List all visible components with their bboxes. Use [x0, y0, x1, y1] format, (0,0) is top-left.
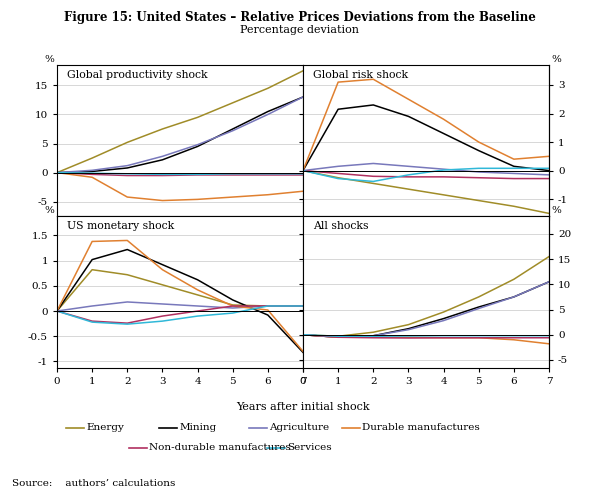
- Text: %: %: [551, 55, 562, 64]
- Text: Figure 15: United States – Relative Prices Deviations from the Baseline: Figure 15: United States – Relative Pric…: [64, 11, 536, 24]
- Text: Energy: Energy: [86, 423, 124, 432]
- Text: %: %: [44, 206, 55, 216]
- Text: Mining: Mining: [179, 423, 217, 432]
- Text: Percentage deviation: Percentage deviation: [241, 25, 359, 35]
- Text: Years after initial shock: Years after initial shock: [236, 402, 370, 412]
- Text: All shocks: All shocks: [313, 221, 368, 231]
- Text: US monetary shock: US monetary shock: [67, 221, 174, 231]
- Text: Source:    authors’ calculations: Source: authors’ calculations: [12, 478, 175, 488]
- Text: Durable manufactures: Durable manufactures: [362, 423, 480, 432]
- Text: Services: Services: [287, 443, 332, 452]
- Text: Global productivity shock: Global productivity shock: [67, 70, 208, 80]
- Text: Global risk shock: Global risk shock: [313, 70, 408, 80]
- Text: Agriculture: Agriculture: [269, 423, 329, 432]
- Text: %: %: [551, 206, 562, 216]
- Text: %: %: [44, 55, 55, 64]
- Text: Non-durable manufactures: Non-durable manufactures: [149, 443, 291, 452]
